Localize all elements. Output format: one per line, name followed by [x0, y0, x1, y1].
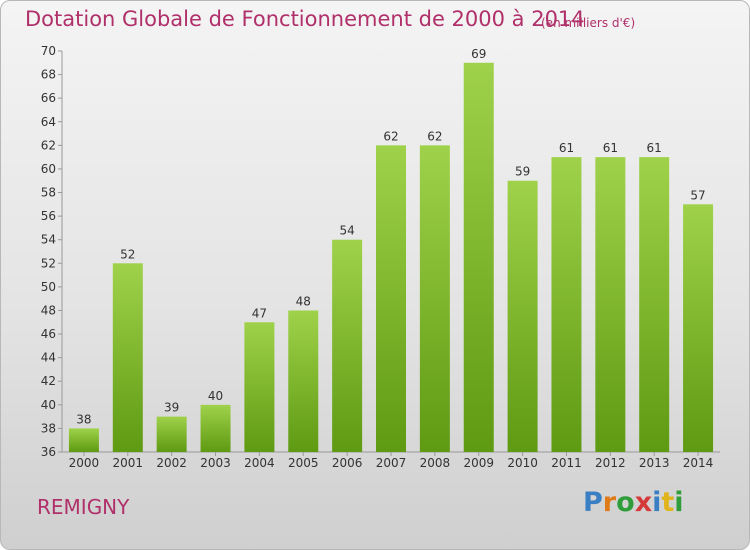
y-tick-label: 66 [41, 91, 56, 105]
logo-letter: o [616, 487, 635, 518]
logo-letter: i [674, 487, 684, 518]
y-tick-label: 36 [41, 445, 56, 459]
x-tick-label: 2005 [288, 456, 319, 470]
bar [288, 310, 319, 452]
bar [683, 204, 714, 452]
y-tick-label: 68 [41, 68, 56, 82]
y-tick-label: 54 [41, 233, 56, 247]
x-tick-label: 2000 [69, 456, 100, 470]
bar-value-label: 61 [603, 141, 618, 155]
bar [68, 428, 99, 452]
bar [156, 416, 187, 452]
y-tick-label: 60 [41, 162, 56, 176]
proxiti-logo[interactable]: Proxiti [583, 487, 684, 518]
bar [200, 404, 231, 452]
logo-letter: x [634, 487, 653, 518]
x-tick-label: 2013 [639, 456, 670, 470]
x-tick-label: 2007 [376, 456, 407, 470]
y-tick-label: 46 [41, 327, 56, 341]
logo-letter: t [661, 487, 675, 518]
chart-title: Dotation Globale de Fonctionnement de 20… [25, 7, 585, 31]
bar-value-label: 40 [208, 389, 223, 403]
bar-value-label: 47 [252, 306, 267, 320]
bar [244, 322, 275, 452]
bar-value-label: 57 [690, 188, 705, 202]
bar-value-label: 48 [296, 294, 311, 308]
x-tick-label: 2008 [420, 456, 451, 470]
logo-letter: P [583, 487, 603, 518]
bars: 38 52 39 40 47 48 54 62 62 69 59 61 61 61 57 [68, 47, 714, 452]
x-tick-label: 2009 [463, 456, 494, 470]
y-tick-label: 38 [41, 421, 56, 435]
x-tick-label: 2006 [332, 456, 363, 470]
y-tick-label: 42 [41, 374, 56, 388]
bar-value-label: 54 [339, 224, 354, 238]
x-tick-label: 2014 [683, 456, 714, 470]
y-tick-label: 56 [41, 209, 56, 223]
bar-value-label: 52 [120, 247, 135, 261]
bar-value-label: 38 [76, 412, 91, 426]
y-tick-label: 70 [41, 44, 56, 58]
axes: 36 38 40 42 44 46 48 50 52 54 56 58 60 62 64 66 68 70 2000… [41, 44, 720, 470]
bar [419, 145, 450, 452]
bar-value-label: 59 [515, 165, 530, 179]
x-tick-label: 2002 [156, 456, 187, 470]
y-tick-label: 44 [41, 351, 56, 365]
y-tick-label: 40 [41, 398, 56, 412]
y-tick-label: 62 [41, 138, 56, 152]
bar [463, 62, 494, 452]
x-tick-label: 2010 [507, 456, 538, 470]
x-tick-label: 2011 [551, 456, 582, 470]
bar-value-label: 62 [383, 129, 398, 143]
y-tick-label: 64 [41, 115, 56, 129]
x-tick-label: 2001 [113, 456, 144, 470]
y-tick-label: 52 [41, 256, 56, 270]
bar [376, 145, 406, 452]
logo-letter: i [652, 487, 662, 518]
y-tick-label: 50 [41, 280, 56, 294]
chart-unit: (en milliers d'€) [541, 16, 636, 30]
x-tick-label: 2003 [200, 456, 231, 470]
y-tick-label: 58 [41, 186, 56, 200]
bar-value-label: 39 [164, 401, 179, 415]
bar-value-label: 61 [559, 141, 574, 155]
bar-value-label: 69 [471, 47, 486, 61]
x-tick-label: 2004 [244, 456, 275, 470]
bar [112, 263, 143, 452]
y-tick-label: 48 [41, 303, 56, 317]
bar [507, 180, 538, 452]
logo-letter: r [602, 487, 617, 518]
bar-value-label: 61 [647, 141, 662, 155]
bar [639, 157, 670, 452]
bar [551, 157, 582, 452]
bar-value-label: 62 [427, 129, 442, 143]
bar [332, 239, 363, 452]
commune-name: REMIGNY [37, 495, 130, 519]
bar [595, 157, 626, 452]
x-tick-label: 2012 [595, 456, 626, 470]
